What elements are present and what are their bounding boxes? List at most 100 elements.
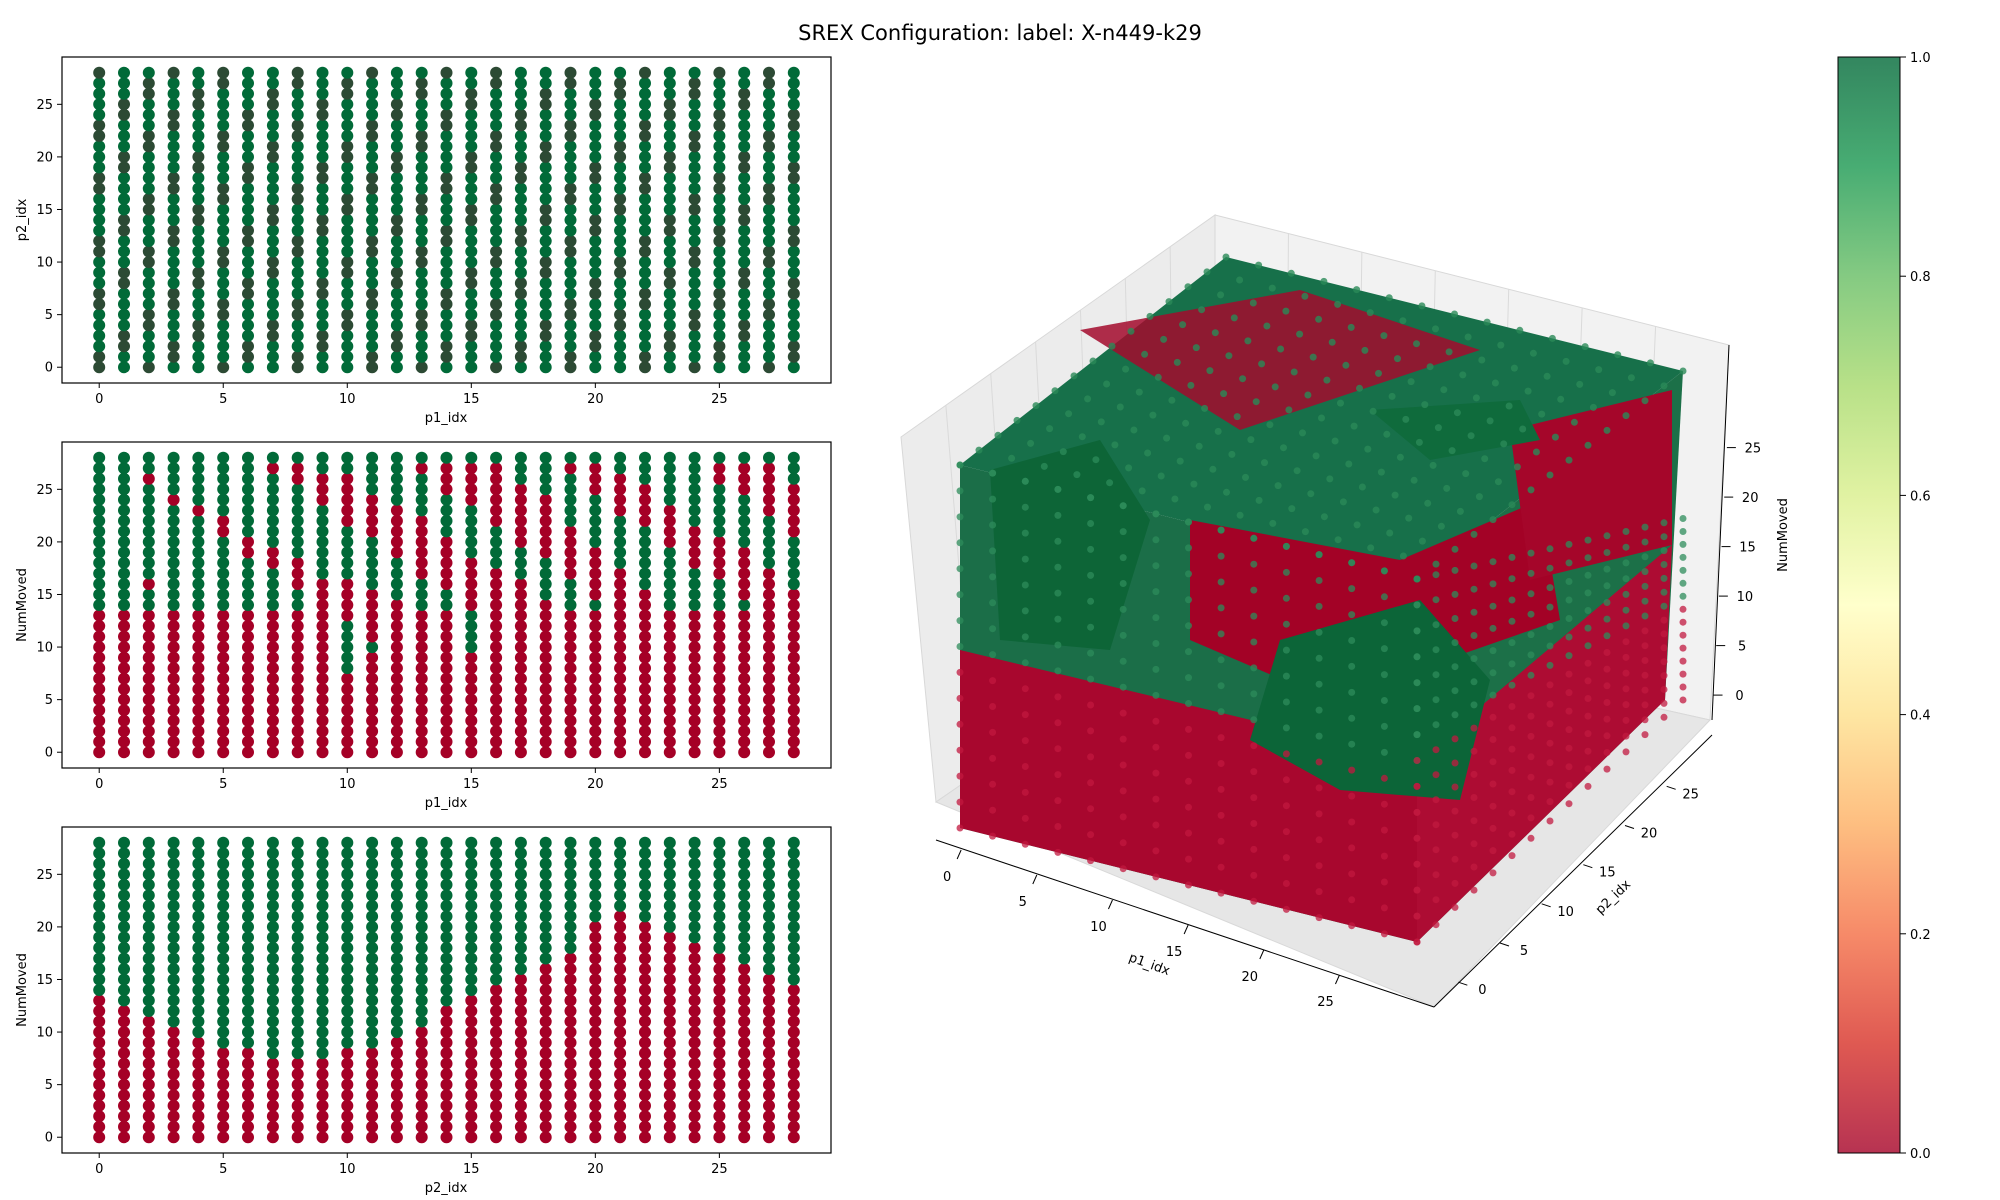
cube-dot-top [1418, 302, 1426, 310]
cube-dot-front [1348, 662, 1356, 670]
point-24-19 [688, 546, 701, 559]
point-11-10 [366, 1026, 379, 1039]
point-3-22 [167, 129, 180, 142]
point-5-12 [217, 620, 230, 632]
cube-dot-side [1565, 578, 1573, 585]
point-2-11 [142, 630, 155, 643]
point-12-6 [390, 298, 403, 311]
point-15-16 [465, 963, 478, 975]
point-27-19 [763, 546, 775, 559]
point-7-10 [266, 1026, 279, 1039]
point-15-15 [465, 588, 478, 601]
cube-dot-top [1595, 366, 1603, 374]
point-22-28 [639, 66, 651, 79]
point-2-18 [142, 171, 155, 184]
point-14-11 [440, 1015, 453, 1028]
point-9-28 [316, 66, 329, 79]
point-2-4 [142, 319, 155, 332]
point-16-17 [490, 182, 503, 195]
point-26-22 [738, 514, 751, 527]
point-3-25 [167, 483, 180, 496]
point-10-14 [341, 599, 354, 611]
point-10-2 [341, 340, 354, 353]
point-11-24 [366, 878, 379, 891]
point-5-18 [217, 556, 230, 569]
point-8-8 [291, 1047, 304, 1060]
figure-title: SREX Configuration: label: X-n449-k29 [798, 21, 1202, 45]
point-2-3 [142, 1099, 155, 1112]
y-tick-label: 5 [45, 693, 53, 708]
point-4-1 [192, 735, 205, 748]
point-1-4 [118, 1089, 130, 1102]
point-16-15 [490, 588, 503, 601]
point-26-12 [738, 620, 751, 632]
z-tick-label: 20 [1742, 491, 1759, 506]
point-25-19 [713, 931, 726, 944]
point-9-9 [316, 651, 329, 664]
point-26-24 [738, 878, 751, 891]
cube-dot-top [1154, 373, 1162, 381]
point-4-9 [192, 651, 205, 664]
point-17-19 [514, 161, 527, 174]
point-16-4 [490, 1089, 503, 1102]
point-18-2 [539, 340, 552, 353]
point-5-5 [217, 308, 230, 321]
point-26-18 [738, 941, 751, 954]
point-7-20 [266, 920, 279, 933]
point-25-20 [713, 150, 726, 163]
point-15-10 [465, 641, 478, 654]
point-22-26 [639, 87, 651, 100]
point-10-2 [341, 1110, 354, 1123]
cube-dot-side [1603, 715, 1611, 723]
x-tick-label: 5 [219, 392, 227, 407]
cube-dot-front [1054, 485, 1062, 493]
point-12-6 [390, 683, 403, 696]
point-17-27 [514, 462, 527, 475]
cube-dot-front [1119, 554, 1127, 562]
point-28-26 [787, 857, 800, 870]
point-15-23 [465, 889, 478, 902]
point-10-25 [341, 483, 354, 496]
point-13-10 [415, 1026, 428, 1039]
point-26-21 [738, 910, 751, 923]
point-11-21 [366, 910, 379, 923]
point-15-17 [465, 182, 478, 195]
point-7-11 [266, 245, 279, 258]
point-19-7 [564, 1057, 577, 1070]
cube-dot-side [1432, 746, 1440, 754]
point-7-9 [266, 651, 279, 664]
point-14-28 [440, 66, 453, 79]
point-7-14 [266, 599, 279, 611]
point-3-20 [167, 150, 180, 163]
point-6-18 [242, 171, 254, 184]
y-tick-label: 0 [45, 361, 53, 376]
cube-dot-top [1236, 511, 1244, 519]
cube-dot-side [1546, 739, 1554, 747]
point-6-20 [242, 150, 254, 163]
point-28-22 [787, 899, 800, 912]
point-15-18 [465, 556, 478, 569]
point-8-23 [291, 889, 304, 902]
point-7-13 [266, 994, 279, 1007]
point-23-28 [663, 836, 676, 849]
point-24-22 [688, 514, 701, 527]
point-5-2 [217, 340, 230, 353]
cube-dot-side [1451, 687, 1459, 695]
cube-dot-side [1527, 671, 1535, 679]
point-23-12 [663, 620, 676, 632]
point-27-20 [763, 150, 775, 163]
point-13-24 [415, 878, 428, 891]
point-13-13 [415, 994, 428, 1007]
point-15-25 [465, 868, 478, 881]
cube-dot-front [1282, 542, 1290, 550]
cube-dot-front [1250, 768, 1258, 776]
point-19-13 [564, 224, 577, 237]
cube-dot-side [1603, 749, 1611, 756]
x-tick-mark [956, 849, 962, 860]
point-25-16 [713, 193, 726, 205]
point-6-23 [242, 504, 254, 517]
point-8-9 [291, 651, 304, 664]
point-16-17 [490, 952, 503, 965]
point-3-22 [167, 514, 180, 527]
point-15-20 [465, 920, 478, 933]
